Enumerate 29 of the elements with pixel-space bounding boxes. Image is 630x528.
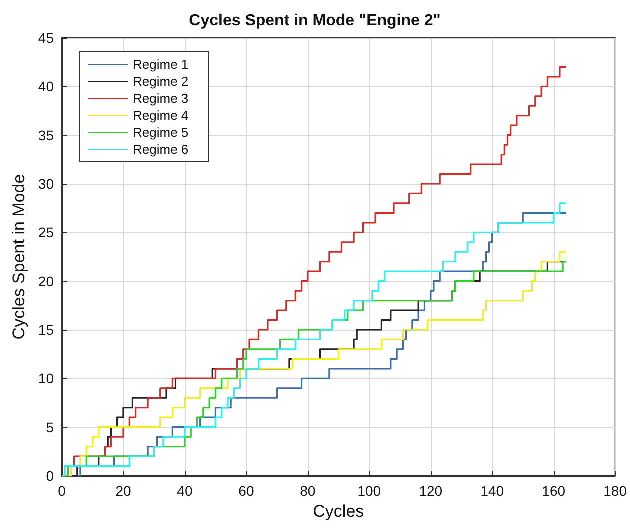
y-tick-label: 10 (38, 370, 54, 387)
y-tick-label: 0 (46, 468, 54, 484)
y-tick-label: 35 (38, 127, 54, 144)
x-tick-label: 140 (480, 483, 504, 499)
y-axis-title: Cycles Spent in Mode (10, 174, 29, 340)
x-tick-label: 80 (300, 483, 316, 499)
y-tick-label: 25 (38, 224, 54, 241)
legend-label: Regime 3 (133, 91, 189, 106)
legend-label: Regime 6 (133, 142, 189, 157)
y-tick-label: 30 (38, 176, 54, 192)
x-tick-label: 180 (604, 483, 628, 499)
chart-title: Cycles Spent in Mode "Engine 2" (189, 12, 441, 30)
x-tick-label: 160 (542, 483, 566, 499)
y-tick-label: 20 (38, 273, 54, 290)
y-tick-label: 40 (38, 78, 54, 95)
x-tick-label: 100 (358, 483, 382, 499)
x-tick-label: 120 (419, 483, 443, 499)
legend-label: Regime 4 (133, 108, 189, 123)
legend-label: Regime 5 (133, 125, 189, 140)
legend-label: Regime 2 (133, 74, 189, 89)
x-axis-title: Cycles (313, 502, 364, 521)
x-tick-label: 60 (238, 483, 254, 499)
x-tick-label: 20 (116, 483, 132, 499)
x-tick-label: 0 (58, 483, 66, 499)
y-tick-label: 15 (38, 322, 54, 338)
y-tick-label: 45 (38, 30, 54, 46)
x-tick-label: 40 (177, 483, 193, 499)
y-tick-label: 5 (46, 419, 54, 436)
legend-label: Regime 1 (133, 57, 189, 72)
